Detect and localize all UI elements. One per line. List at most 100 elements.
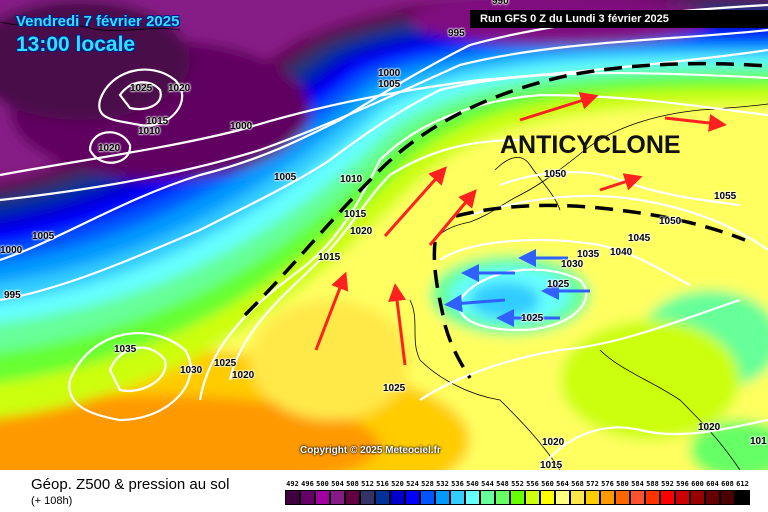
isobar-label: 1005 <box>274 172 297 183</box>
anticyclone-label: ANTICYCLONE <box>500 131 681 159</box>
legend-swatch <box>390 490 405 505</box>
legend-label: 580 <box>616 480 629 488</box>
red-arrow <box>519 92 599 122</box>
isobar-label: 1015 <box>146 116 169 127</box>
isobar-label: 1040 <box>610 247 633 258</box>
isobar-label: 1020 <box>168 83 191 94</box>
isobar-label: 1030 <box>180 365 203 376</box>
model-run-banner: Run GFS 0 Z du Lundi 3 février 2025 <box>470 10 768 28</box>
legend-label: 592 <box>661 480 674 488</box>
legend-swatch <box>705 490 720 505</box>
copyright: Copyright © 2025 Meteociel.fr <box>300 445 441 456</box>
legend-label: 496 <box>301 480 314 488</box>
legend-swatch <box>555 490 570 505</box>
isobar-label: 1050 <box>659 216 682 227</box>
legend-swatch <box>420 490 435 505</box>
legend-swatch <box>300 490 315 505</box>
red-arrow <box>314 271 349 351</box>
isobar-label: 1020 <box>542 437 565 448</box>
isobar-label: 1010 <box>340 174 363 185</box>
red-arrow <box>599 173 643 192</box>
isobar-label: 1045 <box>628 233 651 244</box>
isobar-label: 990 <box>492 0 509 7</box>
secondary-ridge-line <box>455 203 746 242</box>
isobar-label: 1005 <box>32 231 55 242</box>
legend-swatch <box>375 490 390 505</box>
legend-swatch <box>465 490 480 505</box>
legend-label: 556 <box>526 480 539 488</box>
isobar-label: 1015 <box>540 460 563 471</box>
isobar-label: 1035 <box>114 344 137 355</box>
isobar-label: 1025 <box>521 313 544 324</box>
legend-swatch <box>315 490 330 505</box>
legend-label: 524 <box>406 480 419 488</box>
legend-swatch <box>285 490 300 505</box>
legend-label: 540 <box>466 480 479 488</box>
legend-label: 584 <box>631 480 644 488</box>
isobar-label: 995 <box>4 290 21 301</box>
isobar-label: 1000 <box>0 245 23 256</box>
legend-label: 516 <box>376 480 389 488</box>
isobar-label: 1020 <box>350 226 373 237</box>
red-arrow <box>388 283 407 366</box>
legend-swatch <box>345 490 360 505</box>
legend-swatch <box>735 490 750 505</box>
legend-swatch <box>495 490 510 505</box>
legend-swatch <box>690 490 705 505</box>
legend-swatch <box>405 490 420 505</box>
legend-swatch <box>450 490 465 505</box>
isobar-label: 1035 <box>577 249 600 260</box>
isobar-label: 1025 <box>130 83 153 94</box>
legend-swatch <box>675 490 690 505</box>
legend-swatch <box>540 490 555 505</box>
weather-map: 990 995 1000 1005 1025 1020 1015 1010 10… <box>0 0 768 470</box>
isobar-label: 1020 <box>698 422 721 433</box>
isobar-label: 1015 <box>344 209 367 220</box>
isobar-label: 1010 <box>138 126 161 137</box>
legend-swatch <box>570 490 585 505</box>
legend-label: 512 <box>361 480 374 488</box>
legend-label: 608 <box>721 480 734 488</box>
isobar-label: 1000 <box>378 68 401 79</box>
legend-swatch <box>525 490 540 505</box>
footer: Géop. Z500 & pression au sol (+ 108h) 49… <box>0 470 768 512</box>
legend-label: 520 <box>391 480 404 488</box>
blue-arrow <box>444 294 506 313</box>
isobar-label: 1005 <box>378 79 401 90</box>
warm-advection-arrows <box>314 92 727 366</box>
legend-swatch <box>480 490 495 505</box>
legend-label: 612 <box>736 480 749 488</box>
red-arrow <box>383 166 447 237</box>
legend-label: 604 <box>706 480 719 488</box>
legend-label: 572 <box>586 480 599 488</box>
legend-label: 596 <box>676 480 689 488</box>
forecast-range: (+ 108h) <box>31 495 73 507</box>
isobar-label: 1000 <box>230 121 253 132</box>
legend-label: 560 <box>541 480 554 488</box>
isobar-label: 1025 <box>547 279 570 290</box>
isobar-label: 1030 <box>561 259 584 270</box>
legend-swatch <box>720 490 735 505</box>
legend-swatch <box>330 490 345 505</box>
red-arrow <box>428 189 477 246</box>
ridge-axis-line <box>243 61 768 317</box>
isobar-label: 1050 <box>544 169 567 180</box>
trough-axis-line <box>432 241 472 379</box>
forecast-date: Vendredi 7 février 2025 <box>16 13 180 30</box>
legend-swatch <box>585 490 600 505</box>
isobar-label: 1025 <box>383 383 406 394</box>
isobar-label: 1020 <box>98 143 121 154</box>
legend-swatch <box>630 490 645 505</box>
isobar-label: 1020 <box>232 370 255 381</box>
isobar-label: 1025 <box>214 358 237 369</box>
legend-swatch <box>435 490 450 505</box>
red-arrow <box>664 114 727 132</box>
legend-label: 492 <box>286 480 299 488</box>
legend-label: 588 <box>646 480 659 488</box>
legend-label: 528 <box>421 480 434 488</box>
legend-swatch <box>615 490 630 505</box>
map-field <box>0 0 768 470</box>
legend-label: 600 <box>691 480 704 488</box>
isobar-label: 995 <box>448 28 465 39</box>
